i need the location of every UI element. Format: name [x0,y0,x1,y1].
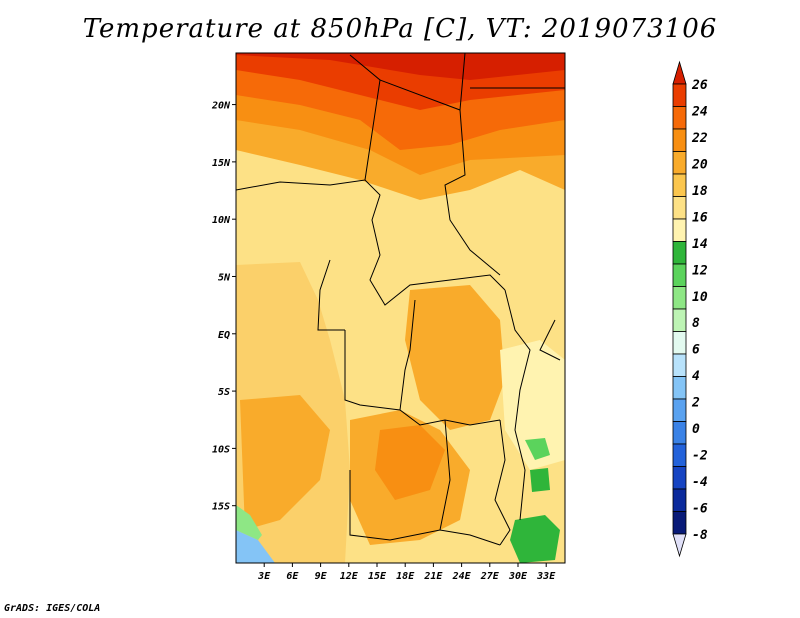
colorbar-swatch [672,488,687,512]
colorbar-swatch [672,376,687,400]
colorbar-top-arrow [672,60,687,85]
colorbar-label: -8 [692,528,708,543]
colorbar-swatch [672,331,687,355]
colorbar-label: 12 [692,263,708,278]
colorbar-label: -4 [692,475,708,490]
lon-tick-label: 24E [452,571,472,582]
map-frame [235,52,566,564]
colorbar-swatch [672,511,687,535]
colorbar-swatch [672,308,687,332]
colorbar-swatch [672,173,687,197]
colorbar-label: 10 [692,290,708,305]
lon-tick-label: 6E [286,571,299,582]
lon-tick-label: 21E [423,571,443,582]
colorbar-label: 0 [692,422,700,437]
colorbar-swatch [672,128,687,152]
lat-axis: 20N 15N 10N 5N EQ 5S 10S 15S [211,101,236,513]
lat-tick-label: 15S [212,502,230,513]
colorbar-label: 26 [691,78,708,93]
lon-tick-label: 18E [396,571,415,582]
colorbar-label: 16 [692,210,708,225]
lon-tick-label: 9E [315,571,328,582]
colorbar-swatch [672,196,687,220]
chart-title: Temperature at 850hPa [C], VT: 201907310… [82,14,718,44]
lon-tick-label: 12E [340,571,359,582]
colorbar-swatch [672,151,687,175]
lon-axis: 3E 6E 9E 12E 15E 18E 21E 24E 27E 30E 33E [257,563,556,582]
colorbar-swatch [672,218,687,242]
lat-tick-label: 10N [212,215,231,226]
lat-tick-label: 5N [218,272,231,283]
colorbar-swatch [672,443,687,467]
colorbar-label: 14 [692,237,708,252]
colorbar-swatch [672,398,687,422]
lat-tick-label: 15N [212,158,231,169]
colorbar-label: -2 [692,449,708,464]
colorbar-swatch [672,286,687,310]
colorbar-swatch [672,466,687,490]
colorbar-label: 8 [692,316,700,331]
temperature-field [236,53,565,563]
colorbar-label: 18 [692,184,708,199]
lat-tick-label: 10S [212,444,230,455]
colorbar-label: 4 [692,369,700,384]
lon-tick-label: 33E [536,571,556,582]
colorbar-bottom-arrow [672,533,687,558]
lon-tick-label: 27E [480,571,500,582]
colorbar-label: 6 [692,343,700,358]
colorbar-swatch [672,106,687,130]
lon-tick-label: 3E [257,571,271,582]
lon-tick-label: 15E [368,571,387,582]
colorbar-swatch [672,241,687,265]
colorbar-label: 2 [691,396,700,411]
lat-tick-label: 20N [211,101,231,112]
lat-tick-label: EQ [218,330,230,341]
colorbar-swatch [672,263,687,287]
colorbar-swatch [672,83,687,107]
colorbar-label: 24 [691,104,708,119]
colorbar-label: 20 [691,157,708,172]
lat-tick-label: 5S [218,387,230,398]
lon-tick-label: 30E [508,571,528,582]
colorbar-label: -6 [692,502,708,517]
colorbar-swatch [672,353,687,377]
colorbar-label: 22 [691,131,708,146]
colorbar-swatch [672,421,687,445]
grads-credit: GrADS: IGES/COLA [4,603,101,614]
